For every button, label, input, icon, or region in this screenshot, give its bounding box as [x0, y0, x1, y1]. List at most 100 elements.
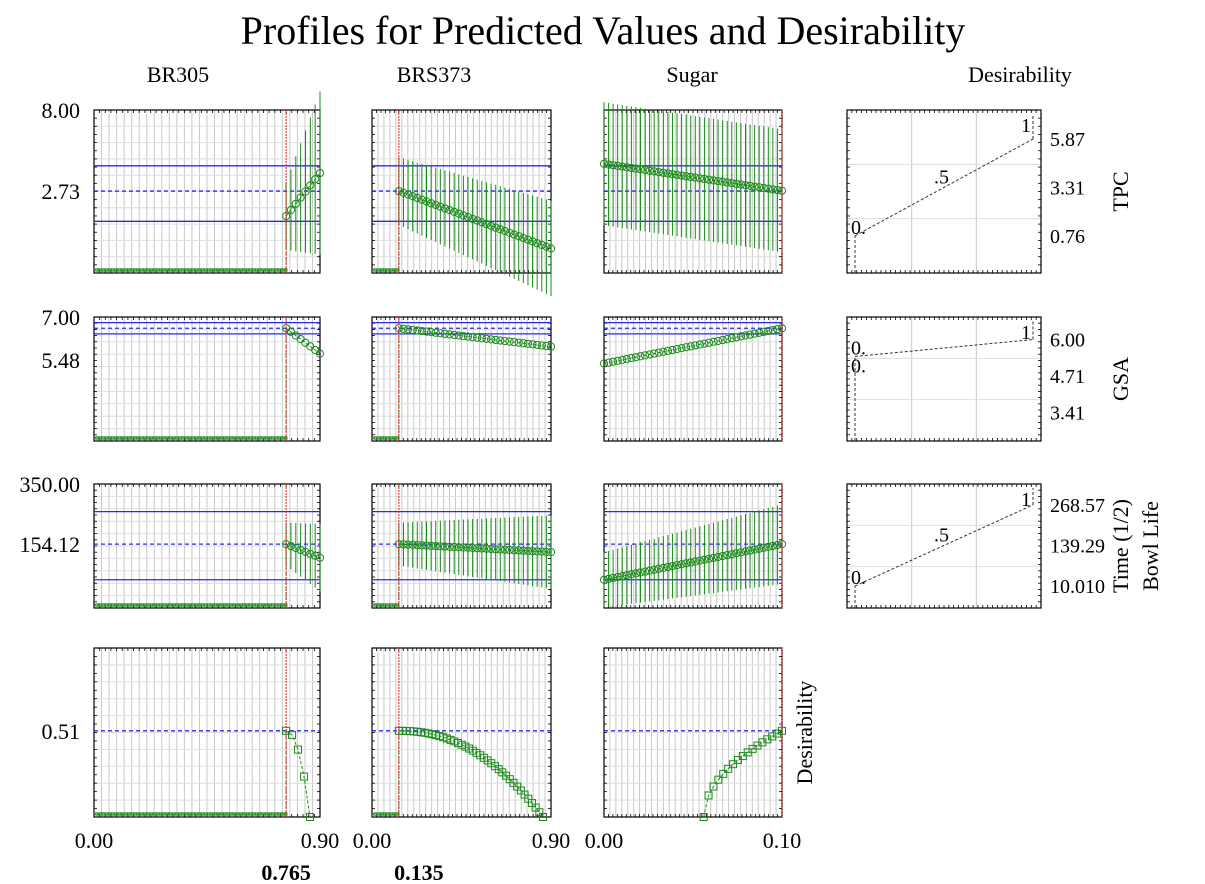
- baseline-marker: [159, 436, 163, 440]
- prediction-point: [650, 565, 659, 574]
- prediction-point: [750, 182, 759, 191]
- baseline-marker: [382, 436, 387, 440]
- baseline-marker: [188, 436, 192, 440]
- baseline-marker: [162, 812, 166, 816]
- y-tick-label: 2.73: [42, 179, 81, 204]
- prediction-point: [486, 335, 496, 344]
- prediction-point: [463, 543, 473, 552]
- baseline-marker: [223, 603, 227, 607]
- baseline-marker: [175, 812, 179, 816]
- baseline-marker: [274, 603, 278, 607]
- prediction-point: [727, 550, 736, 559]
- prediction-point: [286, 205, 296, 215]
- prediction-point: [764, 184, 773, 193]
- prediction-point: [704, 175, 714, 184]
- prediction-point: [736, 332, 746, 341]
- desirability-tick-label: 4.71: [1050, 366, 1085, 388]
- response-label-line: Time (1/2): [1108, 499, 1133, 593]
- baseline-marker: [245, 436, 250, 440]
- profile-plot-desirability-brs373: [371, 647, 552, 821]
- prediction-point: [691, 173, 700, 182]
- prediction-point: [505, 228, 514, 237]
- plot-background: [847, 317, 1041, 441]
- baseline-marker: [200, 603, 205, 607]
- current-setting-value: 0.135: [394, 860, 444, 884]
- prediction-point: [403, 540, 413, 549]
- baseline-marker: [216, 268, 221, 272]
- prediction-point: [519, 339, 528, 348]
- desirability-point: [709, 782, 718, 791]
- prediction-point: [459, 211, 468, 220]
- baseline-marker: [207, 436, 211, 440]
- prediction-point: [609, 357, 618, 366]
- baseline-marker: [200, 268, 205, 272]
- baseline-marker: [248, 812, 253, 816]
- prediction-point: [477, 218, 486, 227]
- baseline-marker: [108, 268, 112, 272]
- baseline-marker: [261, 812, 266, 816]
- response-label-line: Desirability: [792, 681, 817, 785]
- prediction-point: [403, 325, 413, 334]
- prediction-point: [714, 176, 723, 186]
- baseline-marker: [264, 436, 269, 440]
- baseline-marker: [210, 268, 214, 272]
- desirability-point: [773, 729, 782, 738]
- prediction-point: [609, 161, 618, 170]
- baseline-marker: [280, 268, 285, 272]
- prediction-point: [723, 335, 732, 344]
- prediction-point: [454, 331, 463, 340]
- baseline-marker: [204, 268, 208, 272]
- y-tick-label: 8.00: [42, 98, 81, 123]
- prediction-point: [408, 325, 417, 335]
- desirability-mark-one: 1: [1021, 115, 1031, 137]
- baseline-marker: [168, 812, 173, 816]
- prediction-point: [636, 352, 645, 361]
- baseline-marker: [232, 603, 237, 607]
- baseline-marker: [114, 436, 118, 440]
- prediction-point: [523, 546, 533, 556]
- baseline-marker: [165, 268, 170, 272]
- x-range-max-label: 0.10: [763, 828, 802, 853]
- prediction-point: [745, 546, 755, 555]
- prediction-point: [505, 545, 514, 555]
- prediction-point: [533, 547, 542, 556]
- baseline-marker: [386, 812, 390, 816]
- prediction-point: [315, 168, 325, 178]
- baseline-marker: [382, 268, 387, 272]
- baseline-marker: [274, 812, 278, 816]
- baseline-marker: [117, 812, 122, 816]
- prediction-point: [609, 573, 618, 583]
- prediction-point: [417, 326, 427, 336]
- baseline-marker: [178, 812, 182, 816]
- baseline-marker: [376, 603, 380, 607]
- prediction-point: [315, 553, 325, 562]
- prediction-point: [510, 546, 519, 555]
- baseline-marker: [184, 603, 189, 607]
- baseline-marker: [152, 812, 157, 816]
- baseline-marker: [252, 268, 256, 272]
- baseline-marker: [226, 268, 230, 272]
- prediction-point: [463, 213, 473, 222]
- prediction-point: [473, 333, 482, 342]
- prediction-curve: [398, 190, 552, 249]
- prediction-point: [315, 349, 325, 358]
- desirability-tick-label: 268.57: [1050, 495, 1105, 517]
- prediction-point: [301, 547, 310, 556]
- baseline-marker: [133, 812, 138, 816]
- desirability-point: [729, 760, 738, 769]
- prediction-point: [727, 179, 736, 188]
- baseline-marker: [232, 268, 237, 272]
- baseline-marker: [261, 436, 266, 440]
- baseline-marker: [172, 436, 176, 440]
- baseline-marker: [255, 812, 259, 816]
- prediction-point: [422, 541, 431, 550]
- prediction-point: [528, 547, 537, 556]
- prediction-point: [668, 345, 677, 355]
- baseline-marker: [258, 268, 262, 272]
- prediction-point: [450, 330, 459, 340]
- baseline-marker: [239, 812, 243, 816]
- prediction-point: [636, 165, 645, 174]
- profile-plot-tpc-br305: [93, 91, 325, 274]
- desirability-function-line: [854, 138, 1034, 237]
- plot-frame: [93, 647, 321, 818]
